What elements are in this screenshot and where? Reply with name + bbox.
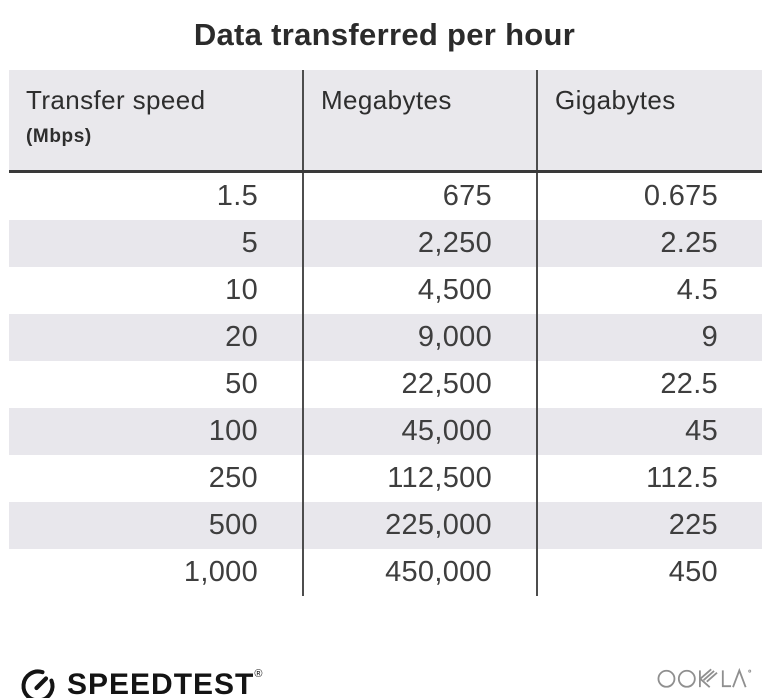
table-row: 500 225,000 225 [9,502,762,549]
cell-speed: 10 [225,274,258,306]
table-row: 100 45,000 45 [9,408,762,455]
cell-megabytes: 9,000 [302,314,537,361]
table-header: Transfer speed (Mbps) Megabytes Gigabyte… [9,70,762,173]
cell-megabytes: 675 [302,171,537,220]
speedtest-gauge-icon [21,669,55,698]
cell-gigabytes: 22.5 [536,361,762,408]
cell-megabytes: 45,000 [302,408,537,455]
speedtest-wordmark-text: SPEEDTEST [67,668,255,698]
cell-gigabytes: 45 [536,408,762,455]
cell-speed: 250 [208,462,258,494]
cell-megabytes: 4,500 [302,267,537,314]
column-header-gigabytes: Gigabytes [536,70,762,173]
cell-gigabytes: 450 [536,549,762,596]
table-body: 1.5 675 0.675 5 2,250 2.25 10 4,500 4.5 … [9,171,762,596]
column-header-transfer-speed: Transfer speed (Mbps) [9,70,303,173]
cell-gigabytes: 2.25 [536,220,762,267]
table-row: 1,000 450,000 450 [9,549,762,596]
table-row: 50 22,500 22.5 [9,361,762,408]
column-header-megabytes: Megabytes [302,70,537,173]
table-row: 20 9,000 9 [9,314,762,361]
data-table: Transfer speed (Mbps) Megabytes Gigabyte… [9,70,762,596]
cell-speed: 100 [208,415,258,447]
speedtest-wordmark: SPEEDTEST® [67,665,263,698]
cell-speed: 500 [208,509,258,541]
footer: SPEEDTEST® OOKLA [0,665,769,698]
speedtest-logo: SPEEDTEST® [18,665,263,698]
cell-megabytes: 22,500 [302,361,537,408]
cell-speed: 5 [241,227,258,259]
cell-gigabytes: 225 [536,502,762,549]
table-row: 5 2,250 2.25 [9,220,762,267]
cell-megabytes: 2,250 [302,220,537,267]
cell-speed: 20 [225,321,258,353]
cell-speed: 50 [225,368,258,400]
speedtest-trademark-symbol: ® [254,668,264,680]
cell-gigabytes: 9 [536,314,762,361]
header-row: Transfer speed (Mbps) Megabytes Gigabyte… [9,70,762,173]
cell-speed: 1,000 [183,556,258,588]
ookla-logo: OOKLA [657,662,753,694]
cell-megabytes: 112,500 [302,455,537,502]
cell-megabytes: 450,000 [302,549,537,596]
infographic-page: Data transferred per hour Transfer speed… [0,15,769,698]
column-header-label: Megabytes [321,85,452,115]
page-title: Data transferred per hour [193,17,576,52]
cell-megabytes: 225,000 [302,502,537,549]
column-header-sublabel: (Mbps) [26,126,92,147]
table-row: 1.5 675 0.675 [9,171,762,220]
column-header-label: Gigabytes [555,85,676,115]
cell-gigabytes: 112.5 [536,455,762,502]
ookla-wordmark-icon [657,667,752,688]
cell-speed: 1.5 [216,180,258,212]
table-row: 250 112,500 112.5 [9,455,762,502]
cell-gigabytes: 0.675 [536,171,762,220]
table-row: 10 4,500 4.5 [9,267,762,314]
column-header-label: Transfer speed [26,85,206,115]
cell-gigabytes: 4.5 [536,267,762,314]
